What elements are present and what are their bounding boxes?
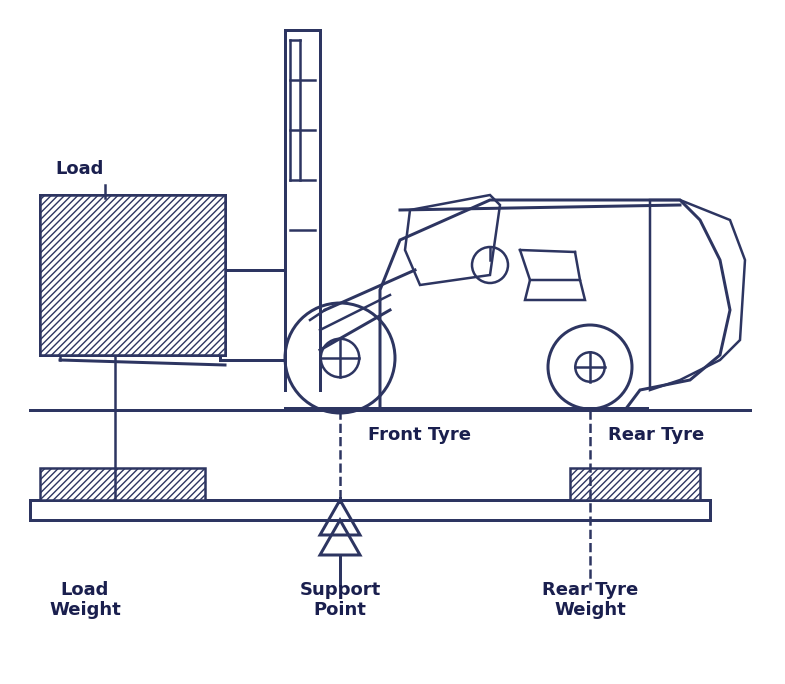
Bar <box>40 195 225 355</box>
Text: Front Tyre: Front Tyre <box>368 426 471 444</box>
Bar <box>40 468 205 500</box>
Text: Support
Point: Support Point <box>299 581 381 620</box>
Bar <box>30 500 710 520</box>
Text: Rear Tyre: Rear Tyre <box>608 426 704 444</box>
Bar <box>570 468 700 500</box>
Bar <box>40 195 225 355</box>
Text: Load
Weight: Load Weight <box>49 581 121 620</box>
Bar <box>220 270 285 360</box>
Text: Load: Load <box>55 160 104 178</box>
Text: Rear Tyre
Weight: Rear Tyre Weight <box>542 581 638 620</box>
